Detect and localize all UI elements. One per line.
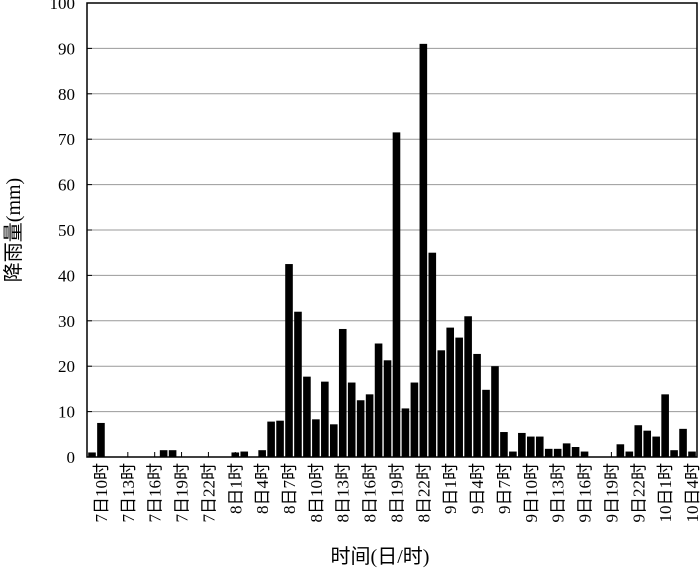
y-tick-label: 100 [50, 0, 76, 13]
y-tick-label: 70 [58, 130, 75, 149]
bar [464, 316, 472, 457]
bar [276, 420, 284, 457]
x-tick-label: 9日22时 [629, 463, 648, 523]
bar [294, 311, 302, 457]
bar [652, 436, 660, 457]
x-tick-label: 8日22时 [414, 463, 433, 523]
x-tick-label: 10日1时 [656, 463, 675, 523]
bar [446, 327, 455, 457]
bar [88, 452, 96, 457]
bar [347, 382, 356, 457]
bar [527, 436, 535, 457]
bar [661, 394, 669, 457]
bar [571, 447, 580, 457]
x-tick-label: 9日4时 [468, 463, 487, 514]
y-tick-label: 10 [58, 403, 75, 422]
bar [679, 428, 687, 457]
x-axis-label: 时间(日/时) [331, 545, 430, 568]
x-tick-label: 10日4时 [683, 463, 700, 523]
bar [159, 450, 168, 457]
x-tick-label: 9日19时 [602, 463, 621, 523]
bar [670, 450, 678, 457]
bar [473, 353, 481, 457]
bar [392, 132, 401, 457]
x-tick-label: 8日4时 [253, 463, 272, 514]
bar [356, 400, 365, 457]
bar [455, 337, 463, 457]
bar [240, 451, 249, 457]
bar [634, 425, 643, 457]
x-tick-label: 9日13时 [549, 463, 568, 523]
bar [321, 381, 329, 457]
x-tick-label: 8日19时 [387, 463, 406, 523]
bar [312, 419, 320, 457]
bar [643, 430, 652, 457]
bar [616, 444, 625, 457]
bar [97, 422, 105, 457]
bar [365, 394, 374, 457]
bar [419, 43, 428, 458]
bar [401, 408, 410, 457]
x-tick-label: 9日7时 [495, 463, 514, 514]
x-tick-label: 7日19时 [173, 463, 192, 523]
bar [267, 421, 275, 457]
bar [562, 443, 571, 457]
x-tick-label: 9日10时 [522, 463, 541, 523]
bar [383, 360, 392, 457]
bar [303, 376, 311, 457]
bar [437, 350, 446, 457]
y-tick-label: 90 [58, 39, 75, 58]
bar [509, 451, 517, 457]
bar [338, 328, 347, 457]
x-tick-label: 8日16时 [361, 463, 380, 523]
bar [329, 424, 338, 457]
bar [491, 366, 499, 457]
y-tick-label: 0 [67, 448, 76, 467]
bar [428, 252, 437, 457]
x-tick-label: 8日10时 [307, 463, 326, 523]
y-axis-label: 降雨量(mm) [2, 178, 25, 282]
bar [374, 343, 383, 457]
y-tick-label: 80 [58, 85, 75, 104]
x-tick-label: 8日1时 [226, 463, 245, 514]
y-tick-label: 30 [58, 312, 75, 331]
y-tick-label: 50 [58, 221, 75, 240]
x-tick-label: 8日13时 [334, 463, 353, 523]
y-tick-label: 60 [58, 176, 75, 195]
bar [500, 432, 508, 457]
bar [168, 450, 177, 457]
x-tick-label: 9日16时 [576, 463, 595, 523]
y-tick-label: 20 [58, 357, 75, 376]
bar [625, 451, 634, 457]
x-tick-label: 7日16时 [146, 463, 165, 523]
bar [544, 448, 553, 457]
bar [535, 436, 544, 457]
y-tick-label: 40 [58, 266, 75, 285]
bar [410, 382, 419, 457]
x-tick-label: 8日7时 [280, 463, 299, 514]
plot-frame [86, 2, 698, 458]
bar [285, 264, 293, 457]
bar [518, 432, 526, 457]
x-tick-label: 7日13时 [119, 463, 138, 523]
x-tick-label: 7日10时 [92, 463, 111, 523]
x-tick-label: 9日1时 [441, 463, 460, 514]
bar [482, 389, 490, 457]
x-tick-label: 7日22时 [199, 463, 218, 523]
